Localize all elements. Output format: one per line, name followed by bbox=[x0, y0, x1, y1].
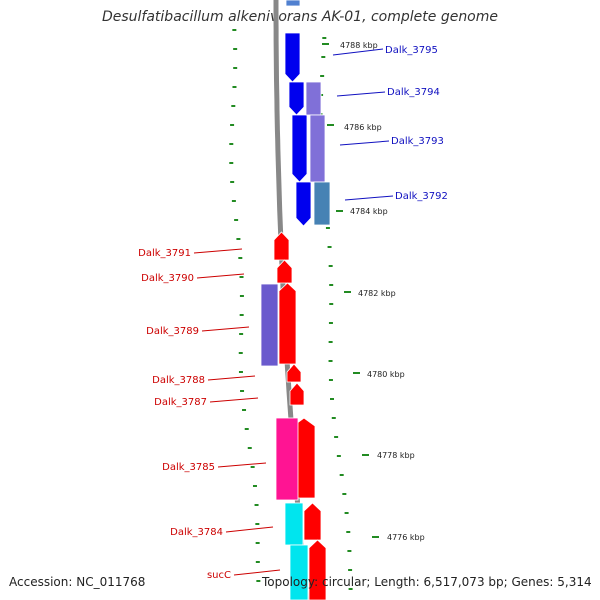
cds-block[interactable] bbox=[284, 502, 304, 546]
gene-labels: Dalk_3795 Dalk_3794 Dalk_3793 Dalk_3792 Dalk… bbox=[138, 45, 448, 581]
label-leader-line bbox=[207, 375, 256, 381]
label-leader-line bbox=[201, 326, 250, 332]
label-leader-lines bbox=[193, 48, 394, 576]
cds-block[interactable] bbox=[260, 283, 279, 367]
label-leader-line bbox=[193, 248, 243, 254]
label-leader-line bbox=[225, 526, 274, 533]
gene-label[interactable]: Dalk_3795 bbox=[385, 45, 438, 56]
scale-tick-label: 4784 kbp bbox=[350, 207, 388, 216]
gene-label[interactable]: Dalk_3787 bbox=[154, 397, 207, 408]
cds-block[interactable] bbox=[289, 544, 309, 600]
genome-title: Desulfatibacillum alkenivorans AK-01, co… bbox=[101, 9, 499, 25]
cds-arrow[interactable] bbox=[286, 363, 302, 383]
cds-arrow[interactable] bbox=[291, 114, 308, 183]
scale-ticks: 4788 kbp 4786 kbp 4784 kbp 4782 kbp 4780 kbp… bbox=[322, 41, 425, 542]
gene-label[interactable]: Dalk_3793 bbox=[391, 136, 444, 147]
scale-tick-label: 4782 kbp bbox=[358, 289, 396, 298]
cds-arrow[interactable] bbox=[288, 81, 305, 116]
cds-block[interactable] bbox=[313, 181, 331, 226]
gene-label[interactable]: Dalk_3784 bbox=[170, 527, 223, 538]
label-leader-line bbox=[339, 140, 390, 146]
label-leader-line bbox=[196, 273, 245, 279]
cds-arrow[interactable] bbox=[276, 259, 293, 284]
gene-label[interactable]: Dalk_3788 bbox=[152, 375, 205, 386]
label-leader-line bbox=[209, 397, 259, 403]
cds-block[interactable] bbox=[305, 81, 322, 116]
scale-tick-label: 4776 kbp bbox=[387, 533, 425, 542]
scale-tick-label: 4780 kbp bbox=[367, 370, 405, 379]
gene-label[interactable]: Dalk_3785 bbox=[162, 462, 215, 473]
scale-tick-label: 4778 kbp bbox=[377, 451, 415, 460]
cds-arrow[interactable] bbox=[308, 539, 327, 600]
feature-track bbox=[260, 0, 331, 600]
gene-label[interactable]: Dalk_3789 bbox=[146, 326, 199, 337]
label-leader-line bbox=[332, 48, 384, 56]
topology-text: Topology: circular; Length: 6,517,073 bp… bbox=[262, 575, 592, 589]
gene-label[interactable]: Dalk_3791 bbox=[138, 248, 191, 259]
label-leader-line bbox=[336, 91, 386, 97]
gene-label[interactable]: sucC bbox=[207, 570, 231, 581]
cds-block[interactable] bbox=[309, 114, 326, 183]
scale-tick-label: 4786 kbp bbox=[344, 123, 382, 132]
cds-block[interactable] bbox=[285, 0, 301, 7]
scale-tick-label: 4788 kbp bbox=[340, 41, 378, 50]
cds-block[interactable] bbox=[275, 417, 299, 501]
cds-arrow[interactable] bbox=[278, 282, 297, 365]
cds-arrow[interactable] bbox=[273, 231, 290, 261]
accession-text: Accession: NC_011768 bbox=[9, 575, 146, 589]
cds-arrow[interactable] bbox=[303, 502, 322, 541]
cds-arrow[interactable] bbox=[284, 32, 301, 83]
gene-label[interactable]: Dalk_3790 bbox=[141, 273, 194, 284]
cds-arrow[interactable] bbox=[295, 181, 312, 227]
label-leader-line bbox=[344, 195, 394, 201]
gene-label[interactable]: Dalk_3792 bbox=[395, 191, 448, 202]
cds-arrow[interactable] bbox=[289, 382, 305, 406]
gene-label[interactable]: Dalk_3794 bbox=[387, 87, 440, 98]
label-leader-line bbox=[217, 462, 267, 468]
label-leader-line bbox=[233, 569, 281, 576]
gc-skew-track-left bbox=[229, 29, 261, 582]
